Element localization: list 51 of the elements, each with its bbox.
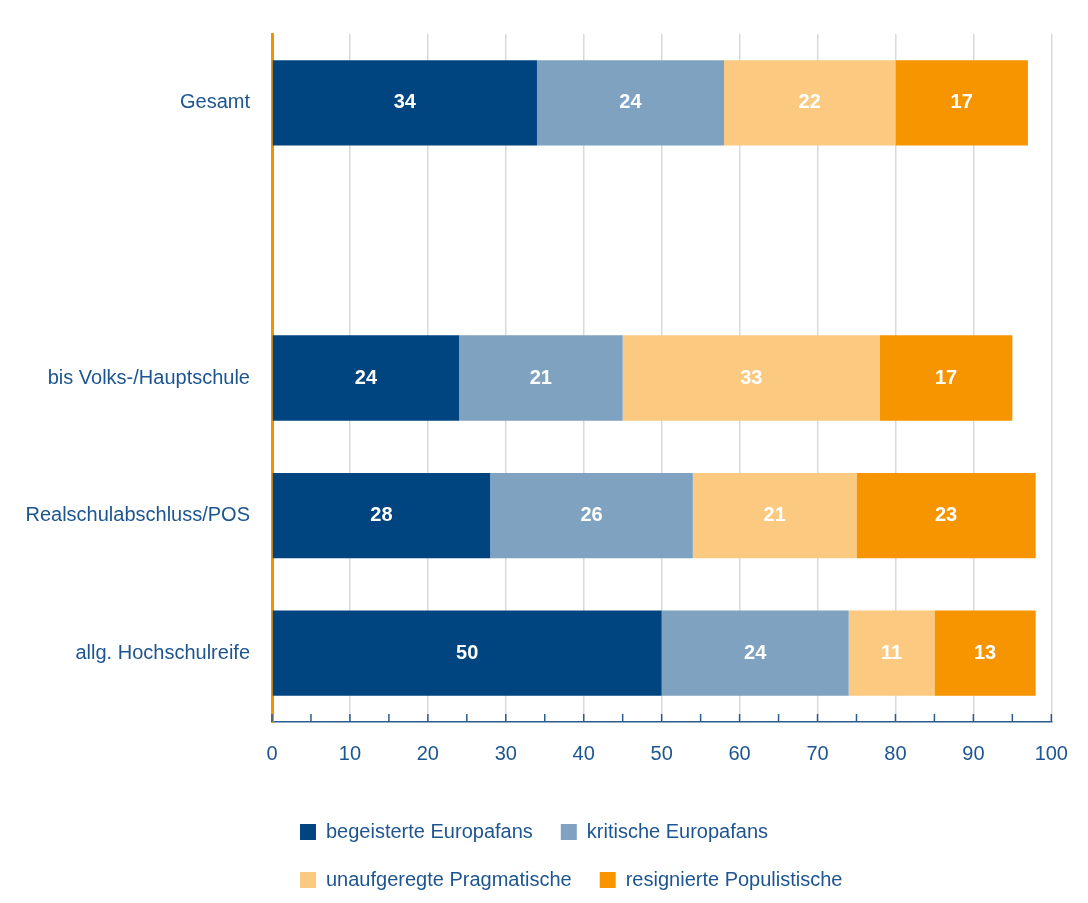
- x-tick-label: 90: [962, 741, 985, 764]
- y-tick-label: Gesamt: [179, 90, 251, 113]
- bar: [536, 60, 724, 146]
- bar: [692, 472, 857, 559]
- x-tick-label: 0: [266, 741, 278, 764]
- bar: [934, 610, 1036, 696]
- bar: [661, 610, 849, 696]
- bar: [895, 60, 1028, 146]
- data-label: 24: [619, 90, 643, 113]
- legend-label: kritische Europafans: [586, 819, 769, 842]
- bar: [272, 60, 537, 146]
- x-tick-label: 60: [728, 741, 751, 764]
- bar: [272, 610, 662, 696]
- data-label: 23: [934, 503, 958, 526]
- data-label: 24: [744, 640, 768, 663]
- data-label: 26: [580, 503, 603, 526]
- data-label: 11: [880, 640, 903, 663]
- x-tick-label: 70: [806, 741, 829, 764]
- legend-label: resignierte Populistische: [625, 867, 843, 890]
- bar: [459, 335, 623, 421]
- bar: [272, 472, 491, 559]
- bar: [490, 472, 693, 559]
- data-label: 17: [934, 365, 958, 388]
- data-label: 21: [763, 503, 786, 526]
- y-tick-label: Realschulabschluss/POS: [25, 503, 250, 526]
- data-label: 22: [798, 90, 821, 113]
- bar: [848, 610, 935, 696]
- x-tick-label: 50: [650, 741, 673, 764]
- x-tick-label: 40: [572, 741, 595, 764]
- legend-label: begeisterte Europafans: [326, 819, 533, 842]
- bar: [724, 60, 896, 146]
- x-tick-label: 10: [338, 741, 362, 764]
- x-tick-label: 100: [1034, 741, 1068, 764]
- y-tick-label: allg. Hochschulreife: [75, 640, 250, 663]
- x-tick-label: 30: [494, 741, 517, 764]
- legend-label: unaufgeregte Pragmatische: [326, 867, 572, 890]
- data-label: 24: [354, 365, 378, 388]
- data-label: 17: [950, 90, 973, 113]
- y-tick-label: bis Volks-/Hauptschule: [47, 365, 250, 388]
- bar: [622, 335, 880, 421]
- bar: [272, 335, 460, 421]
- data-label: 50: [456, 640, 479, 663]
- data-label: 21: [529, 365, 552, 388]
- data-label: 28: [370, 503, 393, 526]
- data-label: 13: [973, 640, 997, 663]
- data-label: 33: [740, 365, 763, 388]
- x-tick-label: 20: [416, 741, 439, 764]
- bar: [879, 335, 1013, 421]
- bar: [856, 472, 1036, 559]
- x-tick-label: 80: [884, 741, 907, 764]
- data-label: 34: [393, 90, 417, 113]
